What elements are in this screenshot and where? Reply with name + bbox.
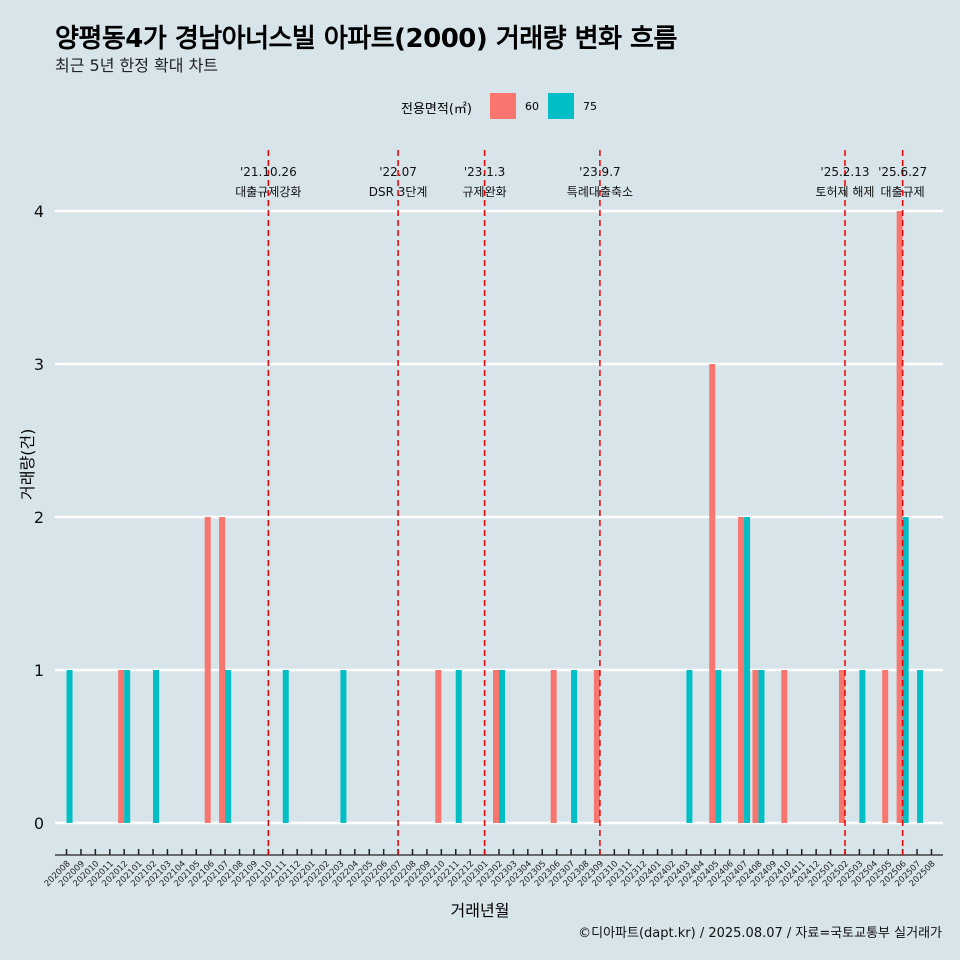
bar-75-202008: [66, 670, 73, 823]
bar-75-202307: [571, 670, 578, 823]
event-label-202207: DSR 3단계: [369, 185, 428, 199]
bar-60-202502: [838, 670, 845, 823]
y-tick-label: 0: [34, 814, 44, 833]
bar-75-202302: [499, 670, 505, 823]
bar-75-202507: [917, 670, 924, 823]
event-label-202309: 특례대출축소: [567, 185, 633, 199]
bar-60-202306: [550, 670, 557, 823]
y-axis-label: 거래량(건): [18, 428, 37, 500]
bar-75-202012: [124, 670, 131, 823]
legend: 전용면적(㎡) 60 75: [0, 93, 960, 121]
bar-60-202106: [204, 517, 211, 823]
legend-title: 전용면적(㎡): [401, 102, 472, 117]
bar-60-202410: [781, 670, 788, 823]
bar-75-202408: [758, 670, 765, 823]
event-date-202309: '23.9.7: [579, 165, 620, 179]
bar-75-202503: [859, 670, 866, 823]
chart-subtitle: 최근 5년 한정 확대 차트: [55, 56, 219, 75]
bar-60-202210: [435, 670, 442, 823]
event-label-202502: 토허제 해제: [815, 185, 874, 199]
bar-60-202405: [709, 364, 716, 823]
bar-75-202107: [225, 670, 232, 823]
event-date-202301: '23.1.3: [464, 165, 505, 179]
bar-75-202405: [715, 670, 722, 823]
bar-75-202203: [340, 670, 347, 823]
event-label-202506: 대출규제: [881, 185, 925, 199]
bar-75-202102: [153, 670, 160, 823]
bar-60-202407: [738, 517, 745, 823]
x-axis-label: 거래년월: [450, 901, 510, 920]
bar-60-202506: [896, 211, 903, 823]
bar-75-202403: [686, 670, 693, 823]
chart-title: 양평동4가 경남아너스빌 아파트(2000) 거래량 변화 흐름: [55, 24, 677, 54]
bar-75-202211: [455, 670, 462, 823]
source-caption: ©디아파트(dapt.kr) / 2025.08.07 / 자료=국토교통부 실…: [578, 926, 942, 941]
y-tick-label: 3: [34, 355, 44, 374]
bar-60-202309: [593, 670, 600, 823]
bar-75-202506: [902, 517, 909, 823]
bar-60-202408: [752, 670, 759, 823]
bar-75-202407: [744, 517, 751, 823]
y-tick-label: 4: [34, 202, 44, 221]
event-date-202207: '22.07: [379, 165, 417, 179]
bar-75-202111: [282, 670, 289, 823]
event-date-202502: '25.2.13: [820, 165, 869, 179]
bar-60-202505: [882, 670, 889, 823]
bar-60-202012: [118, 670, 125, 823]
event-date-202506: '25.6.27: [878, 165, 927, 179]
y-tick-label: 1: [34, 661, 44, 680]
bar-60-202107: [219, 517, 226, 823]
event-label-202301: 규제완화: [462, 185, 506, 199]
event-date-202110: '21.10.26: [240, 165, 297, 179]
bar-60-202302: [493, 670, 499, 823]
legend-label-60: 60: [525, 100, 539, 113]
legend-label-75: 75: [583, 100, 597, 113]
legend-swatch-75: [548, 93, 574, 119]
event-label-202110: 대출규제강화: [235, 185, 301, 199]
y-tick-label: 2: [34, 508, 44, 527]
legend-swatch-60: [490, 93, 516, 119]
